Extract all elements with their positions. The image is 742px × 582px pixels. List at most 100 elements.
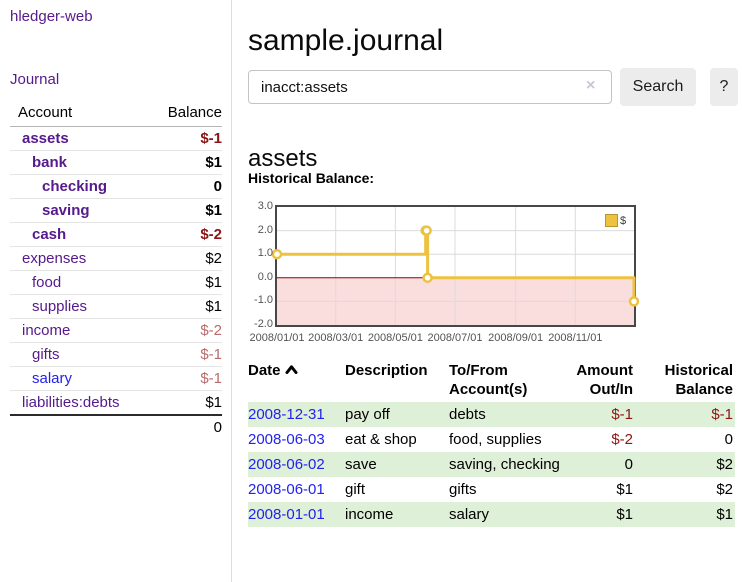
transaction-row: 2008-06-02 save saving, checking 0 $2 — [248, 452, 735, 477]
help-button[interactable]: ? — [710, 68, 738, 106]
date-column-header[interactable]: Date — [248, 358, 345, 402]
account-balance: 0 — [145, 174, 222, 199]
account-balance: $-1 — [145, 342, 222, 367]
accounts-header-row: Account Balance — [10, 101, 222, 127]
transaction-date-link[interactable]: 2008-06-03 — [248, 431, 325, 448]
account-link[interactable]: expenses — [22, 250, 87, 267]
balance-column-header: Historical Balance — [664, 362, 733, 398]
x-axis-tick-label: 2008/03/01 — [308, 332, 364, 344]
account-link[interactable]: assets — [22, 130, 69, 147]
transaction-row: 2008-12-31 pay off debts $-1 $-1 — [248, 402, 735, 427]
y-axis-tick-label: -1.0 — [254, 294, 273, 307]
transaction-description: pay off — [345, 402, 449, 427]
legend-swatch-icon — [605, 214, 618, 227]
account-row: supplies $1 — [10, 294, 222, 319]
y-axis-tick-label: 2.0 — [257, 223, 273, 236]
sort-ascending-icon — [285, 365, 298, 374]
register-header-row: Date Description To/From Account(s) Amou… — [248, 358, 735, 402]
account-row: assets $-1 — [10, 126, 222, 151]
transaction-accounts: salary — [449, 502, 571, 527]
amount-column-header: Amount Out/In — [576, 362, 633, 398]
search-button[interactable]: Search — [620, 68, 696, 106]
legend-label: $ — [620, 214, 627, 227]
account-balance: $-2 — [145, 318, 222, 343]
chart-legend: $ — [605, 214, 626, 227]
account-link[interactable]: checking — [42, 178, 108, 195]
transaction-amount: $-2 — [611, 431, 633, 448]
transaction-date-link[interactable]: 2008-06-01 — [248, 481, 325, 498]
description-column-header: Description — [345, 362, 428, 379]
y-axis-tick-label: 1.0 — [257, 247, 273, 260]
account-row: expenses $2 — [10, 246, 222, 271]
transaction-amount: $1 — [616, 481, 633, 498]
account-link[interactable]: bank — [32, 154, 68, 171]
transaction-date-link[interactable]: 2008-12-31 — [248, 406, 325, 423]
page-title: sample.journal — [248, 24, 444, 58]
transaction-accounts: debts — [449, 402, 571, 427]
account-balance: $1 — [145, 270, 222, 295]
account-link[interactable]: saving — [42, 202, 90, 219]
account-link[interactable]: cash — [32, 226, 67, 243]
transaction-row: 2008-06-03 eat & shop food, supplies $-2 0 — [248, 427, 735, 452]
transaction-accounts: food, supplies — [449, 431, 542, 448]
account-row: liabilities:debts $1 — [10, 391, 222, 416]
transaction-date-link[interactable]: 2008-06-02 — [248, 456, 325, 473]
account-balance: $1 — [145, 294, 222, 319]
transaction-description: gift — [345, 481, 366, 498]
account-link[interactable]: supplies — [32, 298, 88, 315]
y-axis-tick-label: -2.0 — [254, 318, 273, 330]
tofrom-column-header: To/From Account(s) — [449, 362, 528, 398]
account-row: income $-2 — [10, 318, 222, 343]
accounts-balance-table: Account Balance assets $-1 bank $1 checking 0… — [10, 101, 222, 439]
account-balance: $-1 — [145, 366, 222, 391]
x-axis-tick-label: 2008/09/01 — [488, 332, 544, 344]
transaction-description: eat & shop — [345, 431, 417, 448]
x-axis-tick-label: 2008/11/01 — [548, 332, 603, 344]
account-link[interactable]: income — [22, 322, 71, 339]
y-axis-tick-label: 0.0 — [257, 270, 273, 283]
account-row: bank $1 — [10, 150, 222, 175]
accounts-total-row: 0 — [10, 414, 222, 439]
transaction-accounts: gifts — [449, 481, 477, 498]
app-brand-link[interactable]: hledger-web — [10, 8, 93, 25]
account-row: cash $-2 — [10, 222, 222, 247]
account-row: salary $-1 — [10, 366, 222, 391]
chart-heading: Historical Balance: — [248, 170, 375, 186]
account-balance: $2 — [145, 246, 222, 271]
account-link[interactable]: salary — [32, 370, 73, 387]
account-balance: $1 — [145, 150, 222, 175]
x-axis-tick-label: 2008/01/01 — [249, 332, 305, 344]
balance-column-header: Balance — [145, 101, 222, 127]
account-column-header: Account — [10, 101, 146, 127]
x-axis-tick-label: 2008/07/01 — [427, 332, 483, 344]
account-link[interactable]: liabilities:debts — [22, 394, 120, 411]
transaction-balance: $2 — [716, 481, 733, 498]
account-balance: $-2 — [145, 222, 222, 247]
account-link[interactable]: food — [32, 274, 62, 291]
account-row: gifts $-1 — [10, 342, 222, 367]
account-link[interactable]: gifts — [32, 346, 60, 363]
sidebar: hledger-web Journal Account Balance asse… — [0, 0, 232, 582]
transaction-description: save — [345, 452, 449, 477]
account-heading: assets — [248, 144, 318, 172]
search-input[interactable] — [248, 70, 612, 104]
transaction-accounts: saving, checking — [449, 452, 571, 477]
account-row: food $1 — [10, 270, 222, 295]
clear-search-icon[interactable]: × — [586, 77, 596, 94]
sidebar-item-journal[interactable]: Journal — [10, 71, 60, 88]
historical-balance-chart: 3.0 2.0 1.0 0.0 -1.0 -2.0 2008/01/01 2008/03/0… — [248, 200, 723, 350]
transaction-row: 2008-01-01 income salary $1 $1 — [248, 502, 735, 527]
account-balance: $1 — [205, 394, 222, 411]
transaction-date-link[interactable]: 2008-01-01 — [248, 506, 325, 523]
account-row: saving $1 — [10, 198, 222, 223]
transaction-row: 2008-06-01 gift gifts $1 $2 — [248, 477, 735, 502]
transaction-balance: $-1 — [641, 402, 735, 427]
transaction-balance: 0 — [724, 431, 733, 448]
main-content: sample.journal × Search ? assets Histori… — [248, 0, 742, 582]
y-axis-tick-label: 3.0 — [257, 200, 273, 212]
account-balance: $1 — [145, 198, 222, 223]
chart-plot — [271, 207, 640, 325]
transaction-balance: $2 — [641, 452, 735, 477]
accounts-total-balance: 0 — [145, 414, 222, 439]
